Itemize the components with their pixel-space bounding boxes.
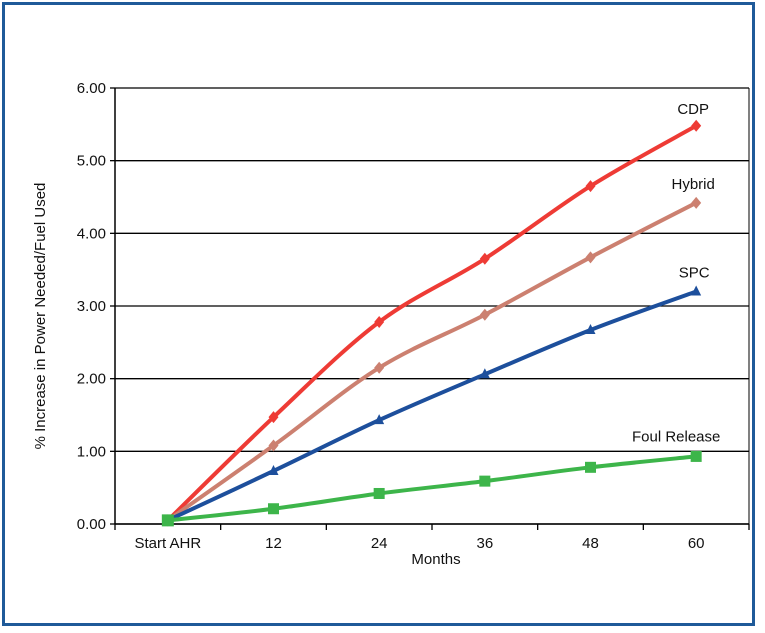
series-label-hybrid: Hybrid xyxy=(671,176,714,193)
y-tick-label: 6.00 xyxy=(77,80,106,97)
x-tick-label: Start AHR xyxy=(134,535,201,552)
series-label-spc: SPC xyxy=(679,264,710,281)
y-tick-label: 0.00 xyxy=(77,516,106,533)
x-tick-label: 60 xyxy=(688,535,705,552)
marker-hybrid xyxy=(374,361,385,374)
y-tick-label: 5.00 xyxy=(77,153,106,170)
x-tick-label: 48 xyxy=(582,535,599,552)
y-tick-label: 4.00 xyxy=(77,225,106,242)
x-axis-title: Months xyxy=(411,551,460,568)
marker-hybrid xyxy=(268,439,279,452)
marker-hybrid xyxy=(479,308,490,321)
series-line-spc xyxy=(165,289,699,523)
series-line-cdp xyxy=(165,123,699,523)
marker-foul-release xyxy=(268,503,279,515)
x-axis-ticks: Start AHR 12 24 36 48 60 xyxy=(114,524,750,552)
marker-cdp xyxy=(268,411,279,424)
series-label-cdp: CDP xyxy=(677,101,709,118)
marker-foul-release xyxy=(585,461,596,473)
series-line-foul-release xyxy=(165,454,699,523)
gridlines xyxy=(115,87,749,525)
marker-hybrid xyxy=(691,196,702,209)
x-tick-label: 36 xyxy=(476,535,493,552)
series-lines xyxy=(161,119,702,527)
x-tick-label: 24 xyxy=(371,535,388,552)
marker-spc xyxy=(585,323,596,334)
x-tick-label: 12 xyxy=(265,535,282,552)
y-tick-label: 2.00 xyxy=(77,371,106,388)
line-chart: 0.00 1.00 2.00 3.00 4.00 5.00 6.00 Start AHR 12… xyxy=(32,80,750,568)
y-axis-title: % Increase in Power Needed/Fuel Used xyxy=(32,183,49,450)
marker-foul-release xyxy=(690,450,702,462)
chart-frame: 0.00 1.00 2.00 3.00 4.00 5.00 6.00 Start AHR 12… xyxy=(2,2,755,626)
y-axis-ticks: 0.00 1.00 2.00 3.00 4.00 5.00 6.00 xyxy=(77,80,115,533)
series-line-hybrid xyxy=(165,200,699,523)
marker-spc xyxy=(691,285,702,296)
marker-cdp xyxy=(374,315,385,328)
y-tick-label: 3.00 xyxy=(77,298,106,315)
series-label-foul-release: Foul Release xyxy=(632,428,720,445)
marker-foul-release xyxy=(479,475,491,487)
marker-spc xyxy=(479,368,490,379)
marker-cdp xyxy=(479,252,490,265)
marker-cdp xyxy=(585,180,596,193)
marker-cdp xyxy=(691,119,702,132)
marker-hybrid xyxy=(585,251,596,264)
marker-spc xyxy=(268,464,279,475)
marker-foul-release xyxy=(161,514,174,527)
marker-spc xyxy=(374,414,385,425)
marker-foul-release xyxy=(373,487,385,499)
y-tick-label: 1.00 xyxy=(77,443,106,460)
series-labels: CDP Hybrid SPC Foul Release xyxy=(632,101,720,446)
